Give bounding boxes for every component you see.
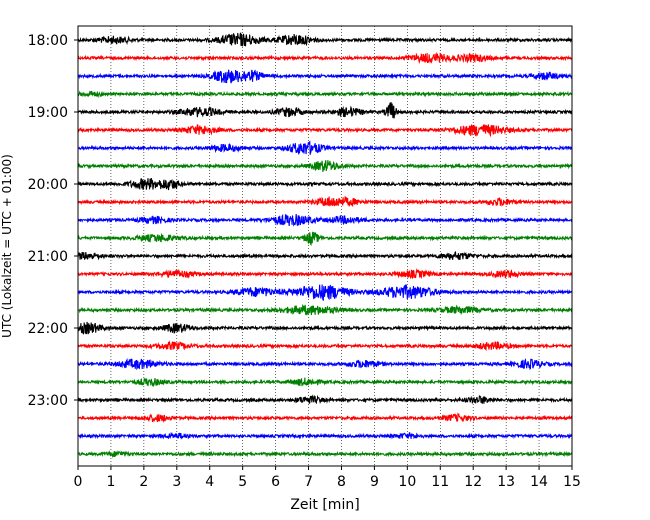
trace-2245 bbox=[77, 377, 573, 388]
trace-1930 bbox=[77, 140, 573, 156]
x-tick-label: 8 bbox=[337, 474, 346, 490]
x-tick-label: 14 bbox=[530, 474, 548, 490]
traces bbox=[77, 31, 573, 458]
trace-1815 bbox=[77, 51, 573, 65]
y-axis-label: UTC (Lokalzeit = UTC + 01:00) bbox=[0, 154, 14, 338]
x-tick-label: 7 bbox=[304, 474, 313, 490]
y-tick-label: 21:00 bbox=[28, 249, 68, 265]
trace-1800 bbox=[77, 31, 573, 47]
y-tick-label: 20:00 bbox=[28, 177, 68, 193]
x-axis-label: Zeit [min] bbox=[290, 497, 359, 513]
trace-2115 bbox=[77, 267, 573, 280]
x-tick-label: 13 bbox=[497, 474, 515, 490]
x-tick-label: 0 bbox=[74, 474, 83, 490]
trace-2215 bbox=[77, 340, 573, 352]
plot-frame bbox=[77, 25, 573, 467]
x-axis-ticks: 0 1 2 3 4 5 6 7 8 9 10 11 12 13 14 15 bbox=[74, 466, 581, 490]
trace-1945 bbox=[77, 160, 573, 172]
trace-2315 bbox=[77, 412, 573, 423]
trace-2230 bbox=[77, 357, 573, 371]
x-tick-label: 11 bbox=[431, 474, 449, 490]
y-tick-label: 18:00 bbox=[28, 33, 68, 49]
trace-2300 bbox=[77, 394, 573, 405]
x-tick-label: 3 bbox=[172, 474, 181, 490]
trace-1845 bbox=[77, 90, 573, 99]
trace-2030 bbox=[77, 213, 573, 227]
y-axis-ticks: 18:00 19:00 20:00 21:00 22:00 23:00 bbox=[28, 33, 78, 409]
trace-1900 bbox=[77, 101, 573, 119]
x-tick-label: 6 bbox=[271, 474, 280, 490]
trace-2200 bbox=[77, 321, 573, 335]
x-tick-label: 10 bbox=[398, 474, 416, 490]
trace-2000 bbox=[77, 177, 573, 191]
x-tick-label: 12 bbox=[464, 474, 482, 490]
trace-2130 bbox=[77, 284, 573, 302]
x-tick-label: 9 bbox=[370, 474, 379, 490]
trace-1830 bbox=[77, 69, 573, 84]
x-tick-label: 15 bbox=[563, 474, 581, 490]
y-tick-label: 22:00 bbox=[28, 321, 68, 337]
x-tick-label: 4 bbox=[205, 474, 214, 490]
trace-2345 bbox=[77, 450, 573, 458]
y-tick-label: 19:00 bbox=[28, 105, 68, 121]
plot-background bbox=[78, 26, 572, 466]
trace-2330 bbox=[77, 431, 573, 440]
x-tick-label: 5 bbox=[238, 474, 247, 490]
trace-1915 bbox=[77, 124, 573, 138]
trace-2100 bbox=[77, 251, 573, 261]
trace-2015 bbox=[77, 195, 573, 207]
trace-2045 bbox=[77, 231, 573, 247]
trace-2145 bbox=[77, 304, 573, 316]
x-tick-label: 1 bbox=[106, 474, 115, 490]
x-tick-label: 2 bbox=[139, 474, 148, 490]
y-tick-label: 23:00 bbox=[28, 393, 68, 409]
grid-lines bbox=[110, 26, 540, 466]
